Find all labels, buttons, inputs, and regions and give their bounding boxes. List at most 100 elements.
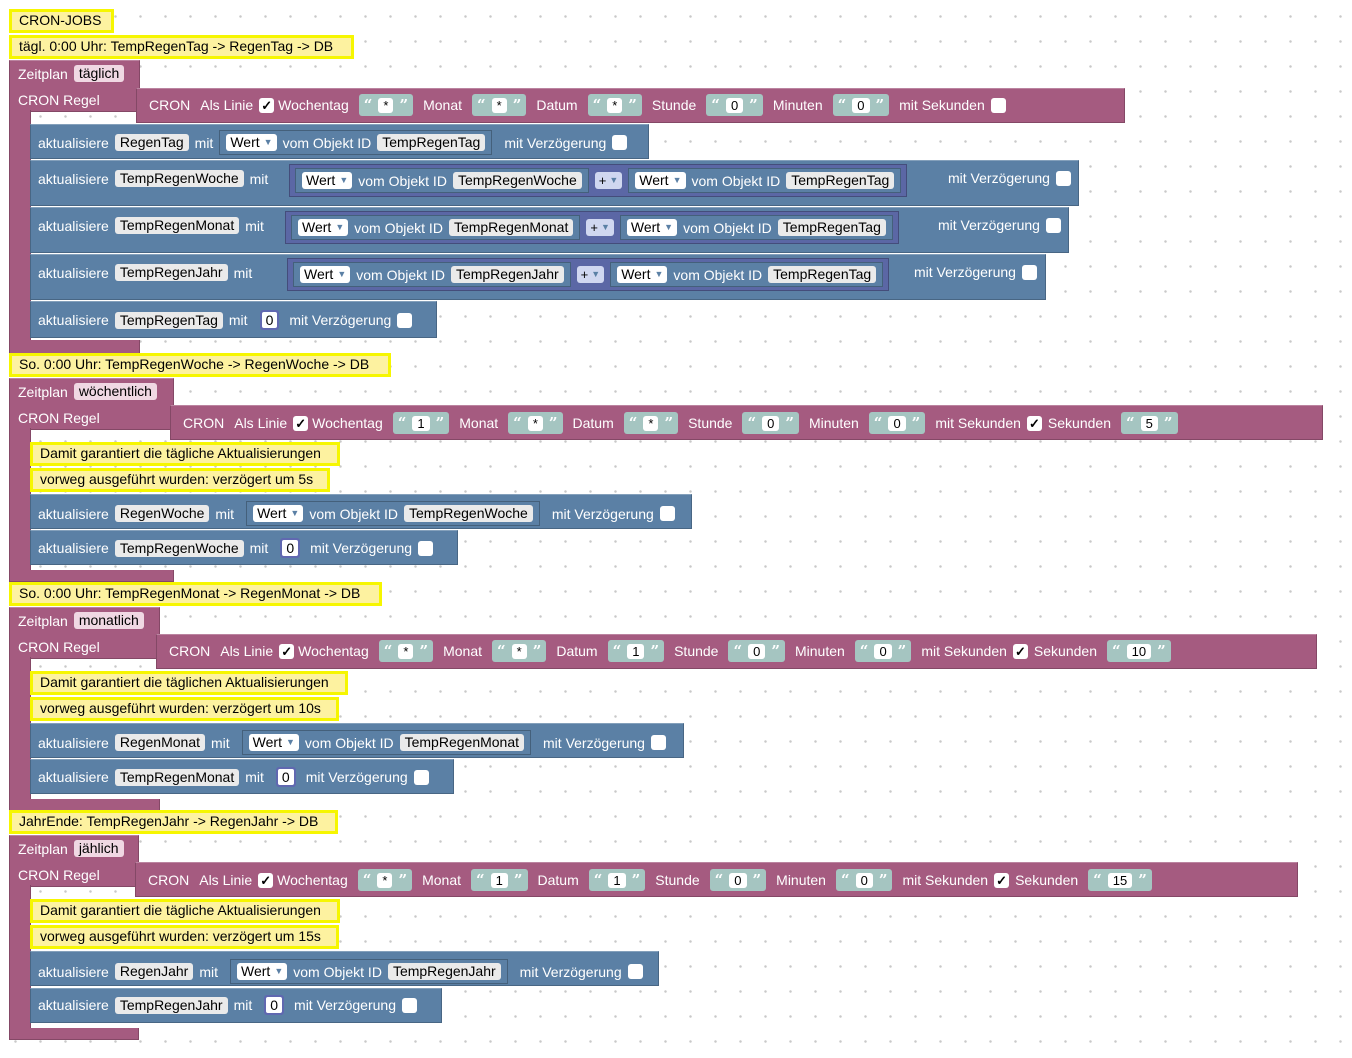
job1-update4-getvalue-a[interactable]: Wert ▼ vom Objekt ID TempRegenJahr: [293, 262, 571, 287]
job1-update1-source[interactable]: TempRegenTag: [377, 134, 486, 151]
job3-update1-source[interactable]: TempRegenMonat: [399, 734, 525, 751]
job1-update2-source-b[interactable]: TempRegenTag: [786, 172, 895, 189]
job2-minutes-value[interactable]: 0: [888, 415, 906, 431]
job4-as-line-checkbox[interactable]: ✓: [258, 872, 274, 888]
job3-weekday-text[interactable]: “*”: [378, 640, 434, 662]
job1-hour-value[interactable]: 0: [725, 97, 744, 113]
job4-weekday-value[interactable]: *: [377, 872, 393, 888]
job1-update3-attr-a[interactable]: Wert ▼: [298, 219, 349, 236]
job2-date-text[interactable]: “*”: [623, 412, 679, 434]
job1-date-value[interactable]: *: [607, 97, 623, 113]
job3-schedule-name[interactable]: monatlich: [73, 612, 144, 629]
job1-update3-target[interactable]: TempRegenMonat: [114, 217, 240, 234]
job3-update1-getvalue[interactable]: Wert ▼ vom Objekt ID TempRegenMonat: [241, 730, 532, 755]
job1-hour-text[interactable]: “0”: [706, 94, 763, 116]
job4-hour-text[interactable]: “0”: [709, 869, 767, 891]
job4-update1-target[interactable]: RegenJahr: [114, 963, 194, 980]
job3-update2-delay-checkbox[interactable]: [413, 769, 429, 785]
job3-minutes-value[interactable]: 0: [874, 643, 892, 659]
job1-update1-getvalue[interactable]: Wert ▼ vom Objekt ID TempRegenTag: [219, 130, 493, 155]
job2-update1-delay-checkbox[interactable]: [659, 506, 675, 521]
job1-update4-target[interactable]: TempRegenJahr: [114, 264, 228, 281]
job2-update1-source[interactable]: TempRegenWoche: [404, 505, 533, 522]
job1-update3-source-a[interactable]: TempRegenMonat: [448, 219, 574, 236]
job3-seconds-text[interactable]: “10”: [1106, 640, 1171, 662]
job4-date-value[interactable]: 1: [608, 872, 626, 888]
job4-date-text[interactable]: “1”: [588, 869, 646, 891]
job1-month-text[interactable]: “*”: [472, 94, 527, 116]
job4-seconds-text[interactable]: “15”: [1088, 869, 1152, 891]
job3-note1[interactable]: Damit garantiert die täglichen Aktualisi…: [30, 671, 348, 695]
job2-update1-attr-dropdown[interactable]: Wert ▼: [253, 505, 304, 522]
job4-update1-source[interactable]: TempRegenJahr: [387, 963, 501, 980]
job2-month-value[interactable]: *: [527, 415, 543, 431]
job4-update1-attr-dropdown[interactable]: Wert ▼: [237, 963, 288, 980]
job1-update2-target[interactable]: TempRegenWoche: [114, 170, 244, 187]
job4-note1[interactable]: Damit garantiert die tägliche Aktualisie…: [30, 899, 340, 923]
job3-note2[interactable]: vorweg ausgeführt wurden: verzögert um 1…: [30, 697, 339, 721]
job1-update3-getvalue-b[interactable]: Wert ▼ vom Objekt ID TempRegenTag: [619, 215, 893, 240]
job2-update2-delay-checkbox[interactable]: [418, 540, 434, 556]
job1-update2-source-a[interactable]: TempRegenWoche: [452, 172, 582, 189]
job2-schedule-name[interactable]: wöchentlich: [73, 383, 157, 400]
job3-update2-block[interactable]: [30, 759, 454, 794]
job4-update2-block[interactable]: [30, 988, 442, 1023]
job4-seconds-value[interactable]: 15: [1107, 872, 1133, 888]
job2-update1-getvalue[interactable]: Wert ▼ vom Objekt ID TempRegenWoche: [246, 501, 540, 526]
job4-update1-getvalue[interactable]: Wert ▼ vom Objekt ID TempRegenJahr: [230, 959, 508, 984]
job3-update1-target[interactable]: RegenMonat: [114, 734, 205, 751]
job1-update3-attr-b[interactable]: Wert ▼: [626, 219, 678, 236]
job1-update2-delay-checkbox[interactable]: [1055, 170, 1071, 186]
job1-update4-source-b[interactable]: TempRegenTag: [768, 266, 877, 283]
job1-month-value[interactable]: *: [491, 97, 507, 113]
job3-update2-target[interactable]: TempRegenMonat: [114, 768, 240, 786]
job1-update2-attr-b[interactable]: Wert ▼: [635, 172, 686, 189]
job1-update4-attr-b[interactable]: Wert ▼: [617, 266, 668, 283]
job1-update3-delay-checkbox[interactable]: [1045, 217, 1061, 233]
job2-date-value[interactable]: *: [643, 415, 659, 431]
job1-update2-math[interactable]: Wert ▼ vom Objekt ID TempRegenWoche + ▼ We…: [289, 164, 908, 197]
job2-note1[interactable]: Damit garantiert die tägliche Aktualisie…: [30, 442, 340, 466]
job2-seconds-value[interactable]: 5: [1140, 415, 1158, 431]
job2-weekday-text[interactable]: “1”: [392, 412, 450, 434]
job3-comment[interactable]: So. 0:00 Uhr: TempRegenMonat -> RegenMon…: [9, 582, 382, 606]
job1-schedule-name[interactable]: täglich: [73, 65, 125, 82]
job1-seconds-checkbox[interactable]: [990, 97, 1006, 113]
job1-date-text[interactable]: “*”: [587, 94, 642, 116]
job1-update5-delay-checkbox[interactable]: [397, 312, 413, 328]
job4-minutes-text[interactable]: “0”: [835, 869, 893, 891]
job2-seconds-checkbox[interactable]: ✓: [1026, 415, 1042, 431]
job3-month-value[interactable]: *: [511, 643, 527, 659]
job4-note2[interactable]: vorweg ausgeführt wurden: verzögert um 1…: [30, 925, 339, 949]
job4-update2-number[interactable]: 0: [264, 995, 285, 1015]
job4-update2-delay-checkbox[interactable]: [401, 997, 417, 1013]
job2-update2-block[interactable]: [30, 530, 458, 565]
job1-update5-block[interactable]: [30, 301, 437, 338]
job3-date-text[interactable]: “1”: [607, 640, 665, 662]
job2-month-text[interactable]: “*”: [508, 412, 563, 434]
job3-as-line-checkbox[interactable]: ✓: [279, 643, 295, 659]
job3-date-value[interactable]: 1: [627, 643, 645, 659]
job1-update3-getvalue-a[interactable]: Wert ▼ vom Objekt ID TempRegenMonat: [291, 215, 581, 240]
job2-update2-number[interactable]: 0: [280, 538, 301, 558]
job2-seconds-text[interactable]: “5”: [1120, 412, 1178, 434]
job3-update2-number[interactable]: 0: [275, 767, 296, 787]
job2-weekday-value[interactable]: 1: [412, 415, 430, 431]
job1-as-line-checkbox[interactable]: ✓: [259, 97, 275, 113]
job1-update3-op[interactable]: + ▼: [586, 219, 614, 236]
job1-update2-getvalue-a[interactable]: Wert ▼ vom Objekt ID TempRegenWoche: [295, 168, 589, 193]
job4-month-text[interactable]: “1”: [471, 869, 528, 891]
job2-minutes-text[interactable]: “0”: [868, 412, 926, 434]
job4-update1-delay-checkbox[interactable]: [627, 964, 643, 979]
job3-update1-attr-dropdown[interactable]: Wert ▼: [248, 734, 299, 751]
job3-minutes-text[interactable]: “0”: [854, 640, 912, 662]
job1-update2-op[interactable]: + ▼: [594, 172, 623, 189]
job1-update5-number[interactable]: 0: [259, 310, 280, 330]
job4-minutes-value[interactable]: 0: [855, 872, 873, 888]
job2-comment[interactable]: So. 0:00 Uhr: TempRegenWoche -> RegenWoc…: [9, 353, 391, 377]
title-comment[interactable]: CRON-JOBS: [9, 9, 114, 33]
job1-update4-math[interactable]: Wert ▼ vom Objekt ID TempRegenJahr + ▼ Wer…: [287, 258, 890, 291]
job1-update4-delay-checkbox[interactable]: [1021, 264, 1037, 280]
job1-update2-attr-a[interactable]: Wert ▼: [302, 172, 353, 189]
job1-weekday-text[interactable]: “*”: [358, 94, 414, 116]
